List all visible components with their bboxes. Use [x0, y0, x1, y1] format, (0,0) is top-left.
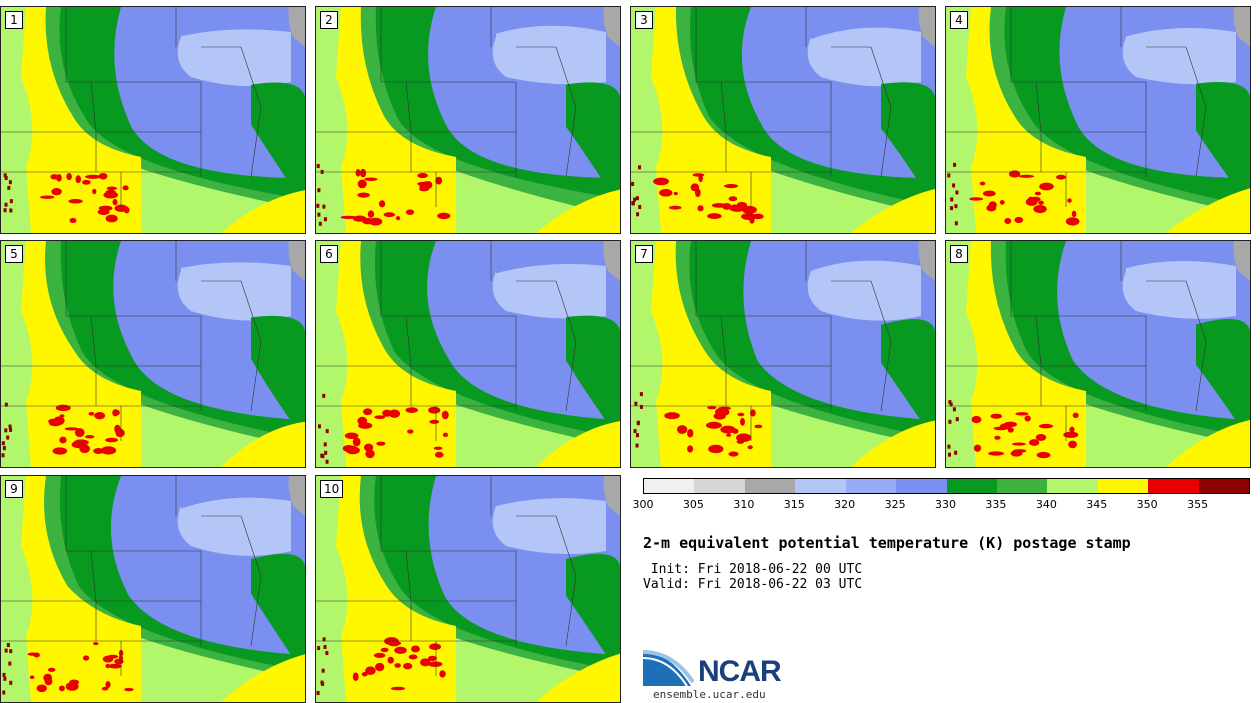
colorbar-tick-labels: 300 305 310 315 320 325 330 335 340 345 350 355 — [633, 498, 1248, 512]
colorbar-swatch — [946, 479, 997, 493]
colorbar-tick-label: 315 — [783, 498, 805, 511]
member-panel-2: 2 — [315, 6, 621, 234]
theta-e-map — [1, 241, 305, 467]
theta-e-map — [946, 241, 1250, 467]
member-label: 10 — [320, 480, 344, 498]
colorbar-tick-label: 345 — [1086, 498, 1108, 511]
valid-time: Valid: Fri 2018-06-22 03 UTC — [643, 577, 863, 592]
member-label: 6 — [320, 245, 338, 263]
colorbar-swatch — [1198, 479, 1250, 493]
theta-e-map — [316, 7, 620, 233]
theta-e-map — [316, 476, 620, 702]
colorbar-swatch — [1097, 479, 1149, 493]
member-label: 7 — [635, 245, 653, 263]
member-panel-9: 9 — [0, 475, 306, 703]
colorbar-tick-label: 310 — [733, 498, 755, 511]
member-label: 1 — [5, 11, 23, 29]
member-label: 8 — [950, 245, 968, 263]
member-panel-7: 7 — [630, 240, 936, 468]
colorbar-swatch — [896, 479, 947, 493]
member-label: 5 — [5, 245, 23, 263]
colorbar — [643, 478, 1250, 494]
member-label: 9 — [5, 480, 23, 498]
theta-e-map — [631, 7, 935, 233]
theta-e-map — [631, 241, 935, 467]
colorbar-swatch — [694, 479, 745, 493]
member-label: 3 — [635, 11, 653, 29]
member-panel-1: 1 — [0, 6, 306, 234]
member-panel-5: 5 — [0, 240, 306, 468]
theta-e-map — [1, 7, 305, 233]
colorbar-swatch — [795, 479, 846, 493]
colorbar-tick-label: 300 — [632, 498, 654, 511]
theta-e-map — [316, 241, 620, 467]
ncar-logo-icon — [643, 650, 695, 687]
colorbar-tick-label: 320 — [834, 498, 856, 511]
colorbar-swatch — [644, 479, 695, 493]
member-panel-10: 10 — [315, 475, 621, 703]
plot-title: 2-m equivalent potential temperature (K)… — [643, 534, 1131, 552]
theta-e-map — [946, 7, 1250, 233]
colorbar-swatch — [1047, 479, 1098, 493]
member-label: 4 — [950, 11, 968, 29]
colorbar-swatch — [996, 479, 1048, 493]
member-panel-6: 6 — [315, 240, 621, 468]
member-label: 2 — [320, 11, 338, 29]
colorbar-tick-label: 350 — [1136, 498, 1158, 511]
member-panel-3: 3 — [630, 6, 936, 234]
colorbar-swatch — [1148, 479, 1199, 493]
colorbar-swatch — [845, 479, 897, 493]
colorbar-tick-label: 355 — [1187, 498, 1209, 511]
site-url: ensemble.ucar.edu — [653, 688, 766, 701]
colorbar-tick-label: 330 — [935, 498, 956, 511]
ncar-logo-text: NCAR — [698, 655, 782, 688]
colorbar-tick-label: 325 — [884, 498, 906, 511]
colorbar-tick-label: 335 — [985, 498, 1007, 511]
theta-e-map — [1, 476, 305, 702]
colorbar-tick-label: 340 — [1035, 498, 1057, 511]
member-panel-8: 8 — [945, 240, 1251, 468]
colorbar-swatch — [744, 479, 796, 493]
init-time: Init: Fri 2018-06-22 00 UTC — [643, 562, 863, 577]
colorbar-tick-label: 305 — [682, 498, 704, 511]
member-panel-4: 4 — [945, 6, 1251, 234]
